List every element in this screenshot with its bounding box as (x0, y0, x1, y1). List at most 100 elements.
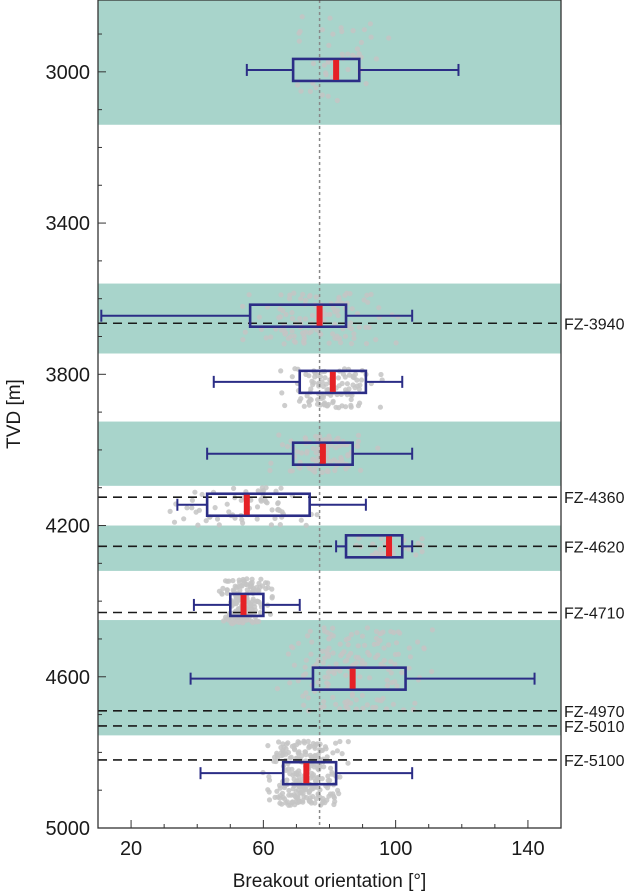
scatter-point (336, 383, 342, 389)
scatter-point (307, 465, 313, 471)
scatter-point (298, 88, 304, 94)
scatter-point (343, 404, 349, 410)
scatter-point (250, 619, 256, 626)
fault-label: FZ-4360 (564, 490, 625, 507)
scatter-point (285, 651, 291, 657)
scatter-point (407, 654, 413, 660)
scatter-point (269, 594, 275, 600)
scatter-point (308, 754, 314, 760)
scatter-point (283, 311, 289, 318)
scatter-point (284, 799, 290, 805)
scatter-point (246, 292, 252, 298)
scatter-point (324, 680, 330, 686)
scatter-point (221, 618, 227, 624)
scatter-point (286, 792, 292, 798)
scatter-point (339, 51, 345, 57)
x-tick-label: 140 (511, 838, 544, 860)
scatter-point (286, 296, 293, 302)
scatter-point (319, 469, 325, 475)
scatter-point (343, 672, 349, 678)
scatter-point (323, 312, 329, 318)
scatter-point (323, 72, 329, 78)
scatter-point (378, 371, 384, 378)
scatter-point (330, 750, 336, 756)
scatter-point (346, 635, 352, 642)
scatter-point (373, 56, 379, 62)
scatter-point (344, 381, 350, 387)
scatter-point (271, 758, 277, 764)
scatter-point (419, 536, 425, 542)
scatter-point (314, 512, 320, 518)
scatter-point (393, 340, 399, 346)
scatter-point (240, 520, 246, 526)
scatter-point (259, 496, 265, 502)
scatter-point (289, 328, 295, 334)
scatter-point (332, 467, 338, 474)
scatter-point (351, 331, 357, 337)
scatter-point (293, 798, 299, 805)
scatter-point (281, 341, 287, 347)
scatter-point (342, 292, 348, 298)
scatter-point (268, 460, 274, 466)
scatter-point (287, 468, 293, 474)
scatter-point (345, 760, 351, 766)
scatter-point (305, 633, 311, 639)
scatter-point (298, 296, 304, 302)
y-axis-label: TVD [m] (4, 379, 25, 449)
scatter-point (358, 39, 364, 46)
scatter-point (301, 702, 307, 708)
box-iqr (228, 592, 265, 618)
scatter-point (322, 674, 328, 680)
scatter-point (277, 314, 283, 320)
scatter-point (354, 443, 360, 449)
scatter-point (419, 549, 425, 555)
scatter-point (284, 741, 290, 747)
box-iqr (291, 441, 354, 466)
scatter-point (272, 515, 278, 522)
scatter-point (394, 683, 400, 689)
scatter-point (277, 785, 283, 791)
scatter-point (330, 31, 336, 37)
scatter-point (355, 655, 361, 661)
scatter-point (307, 88, 313, 94)
scatter-point (348, 700, 354, 706)
fault-label: FZ-4710 (564, 605, 625, 622)
scatter-point (390, 701, 396, 707)
scatter-point (310, 60, 316, 67)
scatter-point (303, 436, 309, 442)
scatter-point (345, 653, 352, 659)
scatter-point (356, 535, 362, 541)
scatter-point (171, 519, 178, 525)
scatter-point (328, 442, 334, 448)
scatter-point (302, 749, 309, 755)
scatter-point (361, 27, 367, 33)
scatter-point (324, 387, 330, 393)
scatter-point (319, 776, 325, 782)
scatter-point (296, 30, 302, 36)
scatter-point (321, 699, 327, 705)
scatter-point (237, 587, 243, 594)
scatter-point (395, 651, 401, 657)
scatter-point (334, 333, 340, 339)
scatter-point (189, 505, 195, 511)
scatter-point (276, 739, 282, 745)
scatter-point (336, 296, 342, 302)
scatter-point (291, 290, 297, 296)
scatter-point (259, 485, 265, 491)
scatter-point (348, 631, 354, 638)
scatter-point (199, 491, 205, 498)
scatter-point (330, 625, 336, 631)
scatter-point (240, 337, 246, 343)
scatter-point (256, 599, 262, 605)
scatter-point (296, 38, 302, 44)
scatter-point (308, 786, 315, 792)
scatter-point (335, 435, 341, 441)
scatter-point (358, 467, 364, 473)
scatter-point (355, 403, 361, 409)
scatter-point (429, 627, 435, 633)
scatter-point (219, 591, 225, 597)
scatter-point (212, 505, 218, 511)
scatter-point (330, 694, 336, 701)
scatter-point (348, 341, 355, 347)
